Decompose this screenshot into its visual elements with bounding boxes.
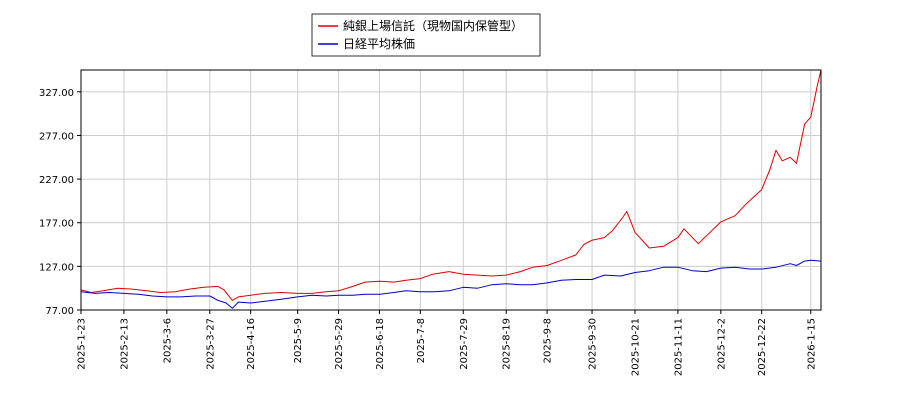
y-tick-label: 177.00 bbox=[39, 219, 74, 230]
y-tick-label: 77.00 bbox=[45, 306, 74, 317]
x-tick-label: 2025-12-22 bbox=[757, 318, 768, 376]
x-tick-label: 2025-5-29 bbox=[334, 318, 345, 370]
legend-box bbox=[311, 13, 541, 57]
x-tick-label: 2025-4-16 bbox=[246, 318, 257, 370]
legend-label-silver: 純銀上場信託（現物国内保管型） bbox=[343, 18, 523, 33]
plot-frame bbox=[80, 69, 822, 311]
y-tick-label: 127.00 bbox=[39, 262, 74, 273]
x-tick-label: 2025-11-11 bbox=[673, 318, 684, 376]
x-tick-label: 2025-7-8 bbox=[416, 318, 427, 363]
series-line-silver bbox=[81, 70, 821, 301]
y-axis-ticks: 77.00 127.00 177.00 227.00 277.00 327.00 bbox=[39, 88, 81, 317]
x-tick-label: 2025-1-23 bbox=[77, 318, 88, 370]
x-tick-label: 2025-2-13 bbox=[119, 318, 130, 370]
x-tick-label: 2025-3-6 bbox=[162, 318, 173, 363]
x-tick-label: 2026-1-15 bbox=[806, 318, 817, 370]
series-line-nikkei bbox=[81, 259, 821, 309]
series-lines bbox=[81, 70, 821, 309]
x-axis-ticks: 2025-1-23 2025-2-13 2025-3-6 2025-3-27 2025-… bbox=[77, 310, 817, 376]
x-tick-label: 2025-9-30 bbox=[588, 318, 599, 370]
x-tick-label: 2025-5-9 bbox=[293, 318, 304, 363]
legend: 純銀上場信託（現物国内保管型） 日経平均株価 bbox=[311, 13, 541, 57]
y-tick-label: 277.00 bbox=[39, 131, 74, 142]
x-tick-label: 2025-9-8 bbox=[543, 318, 554, 363]
x-tick-label: 2025-3-27 bbox=[205, 318, 216, 370]
legend-label-nikkei: 日経平均株価 bbox=[343, 36, 415, 51]
grid bbox=[80, 70, 821, 311]
x-tick-label: 2025-6-18 bbox=[375, 318, 386, 370]
x-tick-label: 2025-8-19 bbox=[502, 318, 513, 370]
x-tick-label: 2025-7-29 bbox=[459, 318, 470, 370]
x-tick-label: 2025-10-21 bbox=[630, 318, 641, 376]
y-tick-label: 327.00 bbox=[39, 88, 74, 99]
x-tick-label: 2025-12-2 bbox=[716, 318, 727, 370]
y-tick-label: 227.00 bbox=[39, 175, 74, 186]
